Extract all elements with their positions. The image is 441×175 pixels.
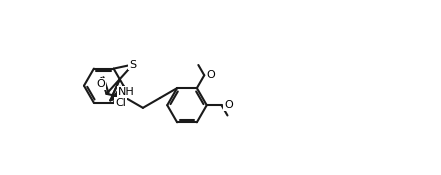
Text: O: O [207,70,216,80]
Text: Cl: Cl [115,98,126,108]
Text: O: O [224,100,233,110]
Text: O: O [96,79,105,89]
Text: S: S [129,60,136,69]
Text: NH: NH [118,87,135,97]
